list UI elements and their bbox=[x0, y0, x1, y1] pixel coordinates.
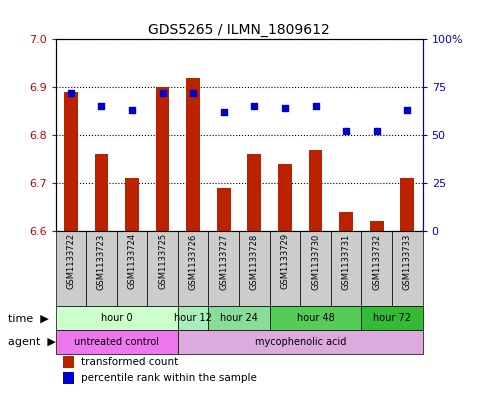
Point bbox=[159, 90, 167, 96]
Bar bbox=[95, 154, 108, 231]
Bar bbox=[178, 307, 209, 331]
Text: GSM1133730: GSM1133730 bbox=[311, 233, 320, 290]
Bar bbox=[331, 231, 361, 307]
Point bbox=[189, 90, 197, 96]
Point bbox=[220, 109, 227, 115]
Text: untreated control: untreated control bbox=[74, 337, 159, 347]
Text: time  ▶: time ▶ bbox=[8, 313, 49, 323]
Text: agent  ▶: agent ▶ bbox=[8, 337, 56, 347]
Bar bbox=[178, 231, 209, 307]
Point bbox=[342, 128, 350, 134]
Text: hour 12: hour 12 bbox=[174, 313, 212, 323]
Bar bbox=[339, 212, 353, 231]
Bar bbox=[56, 307, 178, 331]
Bar bbox=[178, 331, 423, 354]
Bar bbox=[186, 78, 200, 231]
Text: GSM1133729: GSM1133729 bbox=[281, 233, 289, 289]
Bar bbox=[361, 307, 423, 331]
Bar bbox=[56, 231, 86, 307]
Text: GSM1133724: GSM1133724 bbox=[128, 233, 137, 289]
Text: GSM1133727: GSM1133727 bbox=[219, 233, 228, 290]
Text: hour 72: hour 72 bbox=[373, 313, 411, 323]
Text: GSM1133733: GSM1133733 bbox=[403, 233, 412, 290]
Bar bbox=[370, 222, 384, 231]
Bar bbox=[278, 164, 292, 231]
Text: GSM1133725: GSM1133725 bbox=[158, 233, 167, 289]
Point bbox=[128, 107, 136, 114]
Bar bbox=[270, 231, 300, 307]
Bar bbox=[63, 372, 74, 384]
Point bbox=[312, 103, 319, 110]
Text: transformed count: transformed count bbox=[81, 357, 179, 367]
Bar bbox=[209, 307, 270, 331]
Bar bbox=[239, 231, 270, 307]
Text: percentile rank within the sample: percentile rank within the sample bbox=[81, 373, 257, 383]
Bar bbox=[117, 231, 147, 307]
Bar bbox=[300, 231, 331, 307]
Text: GSM1133726: GSM1133726 bbox=[189, 233, 198, 290]
Bar bbox=[270, 307, 361, 331]
Bar bbox=[56, 331, 178, 354]
Bar bbox=[247, 154, 261, 231]
Point bbox=[373, 128, 381, 134]
Text: GSM1133722: GSM1133722 bbox=[66, 233, 75, 289]
Bar bbox=[86, 231, 117, 307]
Bar bbox=[125, 178, 139, 231]
Bar bbox=[361, 231, 392, 307]
Text: GSM1133728: GSM1133728 bbox=[250, 233, 259, 290]
Bar bbox=[63, 356, 74, 368]
Bar bbox=[147, 231, 178, 307]
Bar bbox=[400, 178, 414, 231]
Point bbox=[67, 90, 75, 96]
Text: mycophenolic acid: mycophenolic acid bbox=[255, 337, 346, 347]
Point bbox=[403, 107, 411, 114]
Bar bbox=[392, 231, 423, 307]
Bar bbox=[209, 231, 239, 307]
Point bbox=[98, 103, 105, 110]
Text: hour 0: hour 0 bbox=[101, 313, 132, 323]
Bar bbox=[64, 92, 78, 231]
Text: GSM1133732: GSM1133732 bbox=[372, 233, 381, 290]
Title: GDS5265 / ILMN_1809612: GDS5265 / ILMN_1809612 bbox=[148, 23, 330, 37]
Text: GSM1133723: GSM1133723 bbox=[97, 233, 106, 290]
Text: GSM1133731: GSM1133731 bbox=[341, 233, 351, 290]
Bar bbox=[309, 150, 323, 231]
Text: hour 24: hour 24 bbox=[220, 313, 258, 323]
Point bbox=[281, 105, 289, 112]
Bar bbox=[217, 188, 231, 231]
Point bbox=[251, 103, 258, 110]
Bar bbox=[156, 87, 170, 231]
Text: hour 48: hour 48 bbox=[297, 313, 334, 323]
